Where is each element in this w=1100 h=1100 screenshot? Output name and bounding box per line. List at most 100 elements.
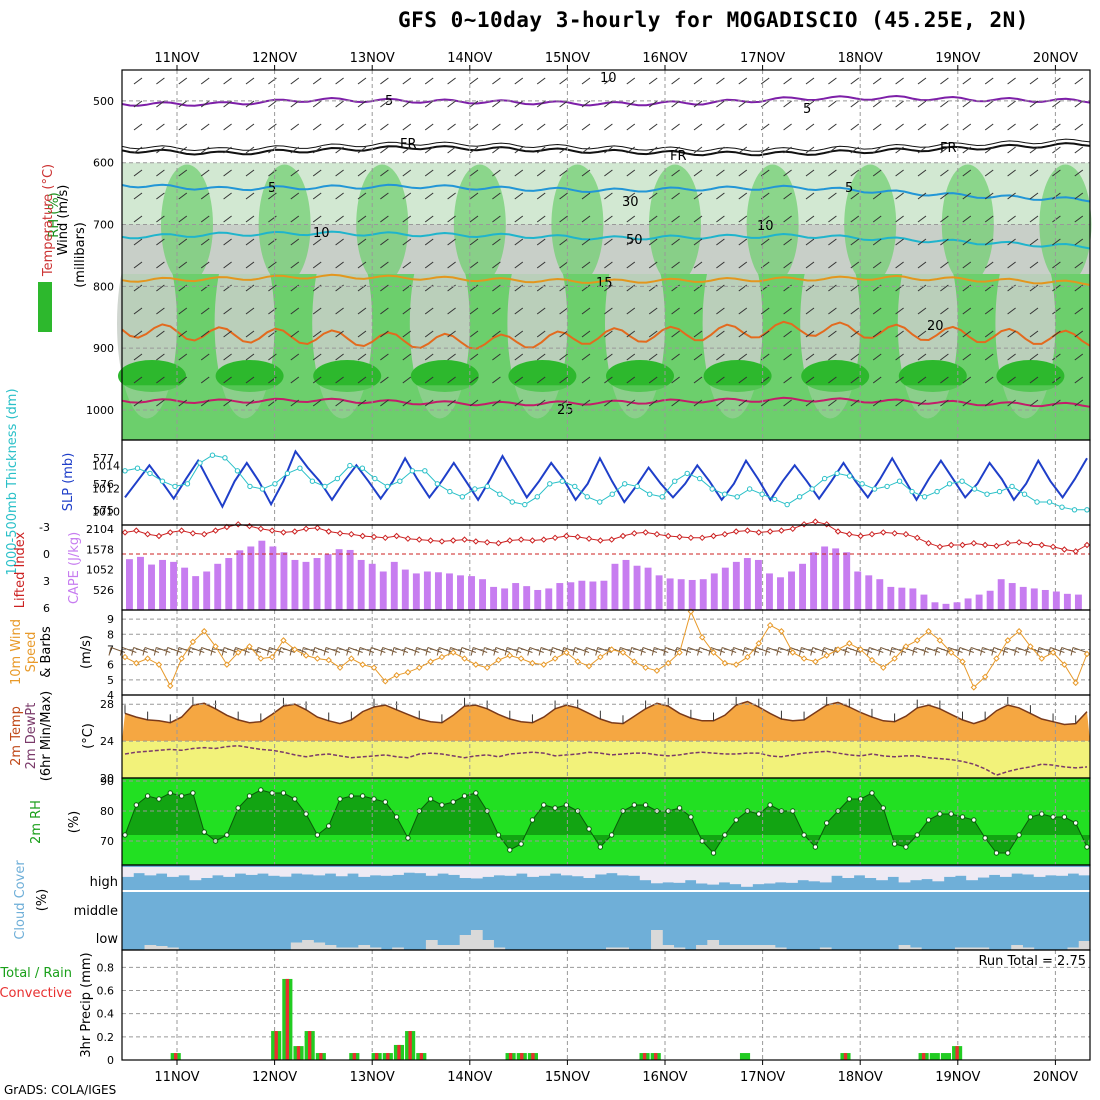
cape-bar <box>777 577 784 610</box>
contour-label: FR <box>670 149 687 164</box>
li-point <box>517 536 525 543</box>
precip-tick: 0.8 <box>97 961 115 974</box>
low-cloud-bar <box>617 947 630 950</box>
thickness-point <box>584 494 590 500</box>
surface-wind-barb-tick <box>900 647 904 656</box>
cape-bar <box>821 546 829 610</box>
wind-speed-point <box>506 652 514 659</box>
wind-barb <box>290 353 300 361</box>
high-cloud-gap <box>617 867 630 876</box>
rh-point <box>982 835 988 841</box>
wind-barb <box>716 100 725 108</box>
li-point <box>427 537 434 544</box>
wind-barb <box>402 353 412 361</box>
surface-wind-barb <box>970 647 986 653</box>
wind-barb <box>895 169 904 177</box>
wind-speed-point <box>495 656 502 664</box>
wind-barb <box>200 192 210 200</box>
wind-barb <box>850 100 860 108</box>
cloud-bg <box>122 865 1090 950</box>
surface-wind-barb-tick <box>391 647 395 656</box>
precip-convective-bar <box>520 1053 524 1060</box>
wind-barb <box>312 399 322 407</box>
thickness-point <box>209 452 216 458</box>
high-cloud-gap <box>988 867 1001 875</box>
cape-bar <box>1052 591 1060 610</box>
contour-label: 20 <box>927 319 944 334</box>
cape-li-panel: -3 0 3 6 526 1052 1578 2104 Lifted Index CAPE (J/… <box>13 518 1091 615</box>
wind-barb <box>492 169 501 177</box>
low-cloud-bar <box>290 942 303 950</box>
li-point <box>438 538 446 545</box>
high-cloud-gap <box>560 867 573 876</box>
li-point <box>970 539 978 547</box>
contour-label: 30 <box>622 195 639 210</box>
rh-point <box>676 805 683 811</box>
precip-legend-convective: Convective <box>0 986 72 1001</box>
wind-barb <box>245 169 255 177</box>
wind-barb <box>626 192 636 200</box>
wind-barb <box>424 169 434 177</box>
wind-barb <box>402 238 412 246</box>
wind-barb <box>895 261 904 269</box>
wind-speed-point <box>438 653 446 661</box>
wind-barb <box>581 215 591 223</box>
li-point <box>495 539 502 547</box>
wind-barb <box>447 77 456 85</box>
high-cloud-gap <box>527 867 539 877</box>
wind-barb <box>469 123 479 131</box>
wind-barb <box>783 330 792 338</box>
rh-point <box>937 811 943 817</box>
wind-barb <box>738 307 748 315</box>
wind-barb <box>492 77 501 85</box>
wind-barb <box>402 399 412 407</box>
rh-core <box>703 360 772 392</box>
rh-point <box>642 802 649 808</box>
wind-barb <box>447 261 456 269</box>
thickness-point <box>1059 504 1065 510</box>
surface-wind-barb-tick <box>561 647 565 656</box>
low-cloud-bar <box>741 945 753 950</box>
rh-plume <box>746 164 799 285</box>
low-cloud-bar <box>302 940 314 950</box>
wind-barb <box>581 192 591 200</box>
rh-point <box>880 805 886 811</box>
low-cloud-bar <box>651 930 663 950</box>
wind-barb <box>895 123 904 131</box>
surface-wind-barb <box>484 647 499 653</box>
high-cloud-gap <box>606 867 618 874</box>
high-cloud-gap <box>425 867 438 876</box>
wind-barb <box>133 238 143 246</box>
thickness-point <box>846 473 853 479</box>
wind-barb <box>402 215 412 223</box>
high-cloud-gap <box>1022 867 1035 875</box>
wind-speed-point <box>608 646 615 653</box>
wind-barb <box>1007 376 1016 384</box>
wind-barb <box>245 284 255 292</box>
wind-speed-point <box>642 664 649 671</box>
cape-bar <box>832 548 840 610</box>
surface-wind-barb-tick <box>221 647 225 656</box>
wind-barb <box>447 146 456 154</box>
thickness-point <box>784 501 790 508</box>
surface-wind-barb-tick <box>266 647 270 656</box>
wind-speed-point <box>302 652 310 659</box>
wind-barb <box>828 192 837 200</box>
surface-wind-barb <box>540 647 556 653</box>
wind-barb <box>805 123 815 131</box>
wind-barb <box>626 261 636 269</box>
wind-speed-point <box>631 658 638 665</box>
surface-wind-barb <box>744 647 759 653</box>
wind-barb <box>604 77 613 85</box>
wind-barb <box>178 123 188 131</box>
thickness-point <box>509 499 515 505</box>
surface-wind-barb <box>733 647 748 653</box>
wind-speed-point <box>461 655 468 662</box>
temp-unit-label: (°C) <box>81 723 96 749</box>
wind-barb <box>626 307 636 315</box>
precip-convective-bar <box>654 1053 658 1060</box>
wind-barb <box>469 376 479 384</box>
wind-barb <box>648 399 658 407</box>
wind-speed-point <box>800 655 808 662</box>
low-cloud-bar <box>144 945 157 950</box>
